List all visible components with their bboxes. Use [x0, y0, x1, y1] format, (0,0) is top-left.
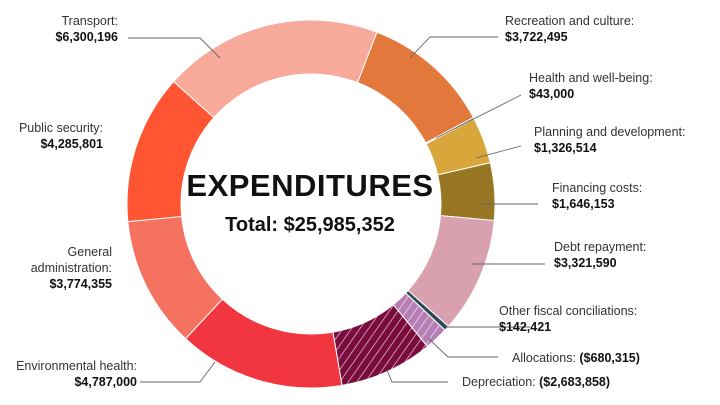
- leader-recreation: [409, 36, 498, 59]
- leader-planning: [475, 145, 522, 159]
- leader-env: [140, 361, 216, 383]
- label-financing: Financing costs: $1,646,153: [552, 181, 643, 211]
- label-other: Other fiscal conciliations: $142,421: [499, 304, 638, 334]
- leader-depreciation: [386, 369, 448, 383]
- label-health: Health and well-being: $43,000: [529, 71, 653, 101]
- label-general-admin: General administration: $3,774,355: [30, 245, 112, 291]
- label-depreciation: Depreciation: ($2,683,858): [462, 375, 611, 389]
- label-allocations: Allocations: ($680,315): [512, 351, 640, 365]
- label-env-health: Environmental health: $4,787,000: [16, 359, 137, 389]
- slices: [126, 19, 496, 389]
- label-transport: Transport: $6,300,196: [55, 14, 118, 44]
- leader-allocations: [427, 337, 498, 358]
- slice-allocations-hatch: [393, 293, 445, 347]
- label-debt: Debt repayment: $3,321,590: [554, 240, 647, 270]
- leader-health: [435, 94, 522, 139]
- label-public-security: Public security: $4,285,801: [18, 121, 103, 151]
- label-recreation: Recreation and culture: $3,722,495: [505, 14, 635, 44]
- chart-total: Total: $25,985,352: [225, 214, 395, 236]
- leader-transport: [128, 37, 221, 59]
- leader-lines: [128, 36, 545, 383]
- slice-depreciation-hatch: [332, 304, 428, 386]
- slice-public-security: [126, 80, 215, 223]
- label-planning: Planning and development: $1,326,514: [534, 125, 686, 155]
- slice-transport: [172, 19, 378, 119]
- chart-title: EXPENDITURES: [186, 168, 434, 203]
